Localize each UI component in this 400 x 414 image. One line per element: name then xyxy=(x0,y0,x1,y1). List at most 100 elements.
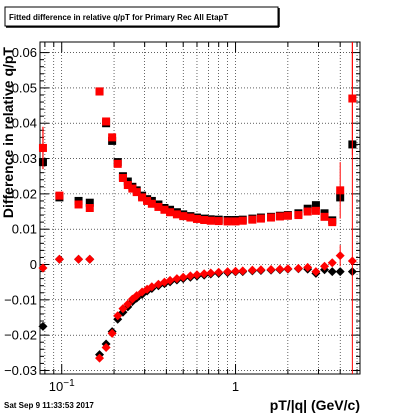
data-point-diamond xyxy=(38,263,48,273)
data-point-square xyxy=(113,159,122,168)
data-point-diamond xyxy=(107,328,117,338)
data-point-diamond xyxy=(335,251,345,261)
timestamp: Sat Sep 9 11:33:53 2017 xyxy=(4,401,94,410)
data-point-diamond xyxy=(335,267,345,277)
y-tick-label: 0.02 xyxy=(12,186,37,201)
data-point-diamond xyxy=(172,274,182,284)
series-3 xyxy=(38,245,357,363)
data-point-square xyxy=(248,215,257,224)
data-point-diamond xyxy=(214,267,224,277)
y-tick-label: 0.01 xyxy=(12,222,37,237)
data-point-square xyxy=(320,212,329,221)
y-tick-label: 0.06 xyxy=(12,45,37,60)
data-point-diamond xyxy=(38,321,48,331)
y-tick-label: 0 xyxy=(30,257,37,272)
data-marks xyxy=(38,42,357,374)
data-point-square xyxy=(138,193,147,202)
data-point-diamond xyxy=(231,266,241,276)
y-tick-labels: 0.06 0.05 0.04 0.03 0.02 0.01 0 −0.01 −0.02 −0.03 xyxy=(4,45,37,378)
data-point-square xyxy=(336,186,345,195)
data-point-diamond xyxy=(303,262,313,272)
y-tick-label: −0.03 xyxy=(4,363,37,378)
data-point-square xyxy=(231,217,240,226)
data-point-square xyxy=(74,200,83,209)
data-point-square xyxy=(102,117,111,126)
data-point-square xyxy=(283,211,292,220)
data-point-diamond xyxy=(283,264,293,274)
y-tick-label: −0.01 xyxy=(4,292,37,307)
data-point-square xyxy=(123,181,132,190)
data-point-diamond xyxy=(113,311,123,321)
data-point-diamond xyxy=(85,254,95,264)
data-point-square xyxy=(294,211,303,220)
data-point-diamond xyxy=(101,343,111,353)
data-point-square xyxy=(303,207,312,216)
data-point-diamond xyxy=(256,265,266,275)
data-point-diamond xyxy=(199,269,209,279)
y-axis-title: Difference in relative q/pT xyxy=(0,47,16,219)
data-point-square xyxy=(214,217,223,226)
data-point-square xyxy=(132,188,141,197)
data-point-square xyxy=(267,213,276,222)
y-tick-label: 0.03 xyxy=(12,151,37,166)
data-point-square xyxy=(311,201,320,210)
x-tick-label: 1 xyxy=(232,379,239,394)
data-point-square xyxy=(192,214,201,223)
data-point-diamond xyxy=(165,275,175,285)
data-point-diamond xyxy=(247,265,257,275)
data-point-diamond xyxy=(123,299,133,309)
data-point-diamond xyxy=(275,264,285,274)
data-point-diamond xyxy=(320,261,330,271)
data-point-square xyxy=(95,87,104,96)
data-point-square xyxy=(108,133,117,142)
data-point-square xyxy=(256,214,265,223)
data-point-diamond xyxy=(192,270,202,280)
data-point-square xyxy=(200,216,209,225)
data-point-diamond xyxy=(206,268,216,278)
x-axis-title: pT/|q| (GeV/c) xyxy=(270,397,360,413)
data-point-diamond xyxy=(293,263,303,273)
data-point-diamond xyxy=(54,254,64,264)
data-point-square xyxy=(206,216,215,225)
data-point-diamond xyxy=(118,304,128,314)
data-point-diamond xyxy=(95,353,105,363)
y-tick-label: 0.04 xyxy=(12,116,37,131)
data-point-diamond xyxy=(327,267,337,277)
data-point-diamond xyxy=(223,267,233,277)
data-point-square xyxy=(275,212,284,221)
data-point-diamond xyxy=(238,266,248,276)
data-point-square xyxy=(85,204,94,212)
y-tick-label: 0.05 xyxy=(12,80,37,95)
grid-lines xyxy=(40,42,360,374)
data-point-diamond xyxy=(74,254,84,264)
data-point-square xyxy=(147,199,156,208)
data-point-square xyxy=(223,217,232,226)
title-box: Fitted difference in relative q/pT for P… xyxy=(4,6,280,28)
axis-ticks xyxy=(40,42,360,374)
y-tick-label: −0.02 xyxy=(4,328,37,343)
title-frame xyxy=(4,6,279,27)
data-point-square xyxy=(238,216,247,225)
data-point-square xyxy=(166,208,175,217)
data-point-diamond xyxy=(327,258,337,268)
data-point-square xyxy=(172,210,181,219)
data-point-square xyxy=(154,202,163,211)
data-point-diamond xyxy=(266,264,276,274)
data-point-square xyxy=(85,198,94,207)
data-point-square xyxy=(179,212,188,221)
data-point-square xyxy=(118,173,127,182)
data-point-diamond xyxy=(185,271,195,281)
data-point-diamond xyxy=(311,267,321,277)
x-tick-labels: 10−1 1 xyxy=(49,378,239,394)
data-point-square xyxy=(311,206,320,215)
chart-title: Fitted difference in relative q/pT for P… xyxy=(9,13,228,22)
data-point-square xyxy=(328,218,337,227)
data-point-square xyxy=(143,196,152,205)
data-point-square xyxy=(128,184,137,193)
data-point-square xyxy=(160,205,169,214)
data-point-diamond xyxy=(178,272,188,282)
data-point-diamond xyxy=(147,282,157,292)
x-tick-label: 10−1 xyxy=(49,378,75,394)
data-point-square xyxy=(55,191,64,200)
